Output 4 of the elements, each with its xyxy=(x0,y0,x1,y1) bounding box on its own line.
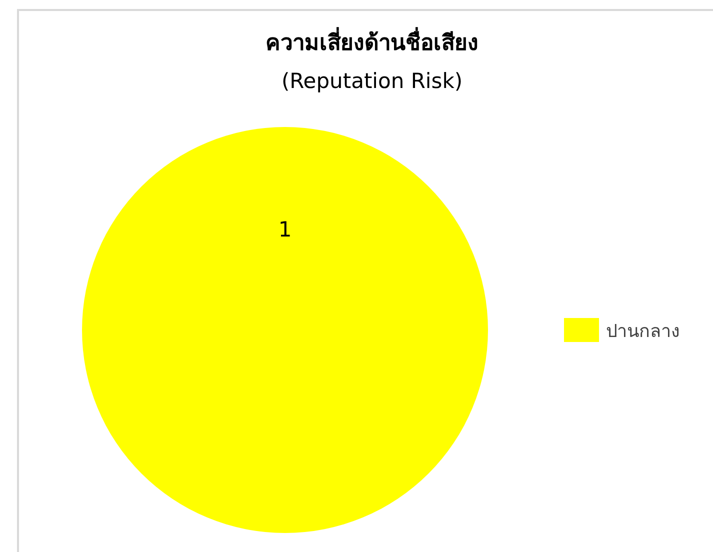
legend-label: ปานกลาง xyxy=(606,321,680,342)
chart-subtitle: (Reputation Risk) xyxy=(281,69,463,93)
data-label: 1 xyxy=(278,218,292,242)
chart-title: ความเสี่ยงด้านชื่อเสียง xyxy=(266,26,478,56)
